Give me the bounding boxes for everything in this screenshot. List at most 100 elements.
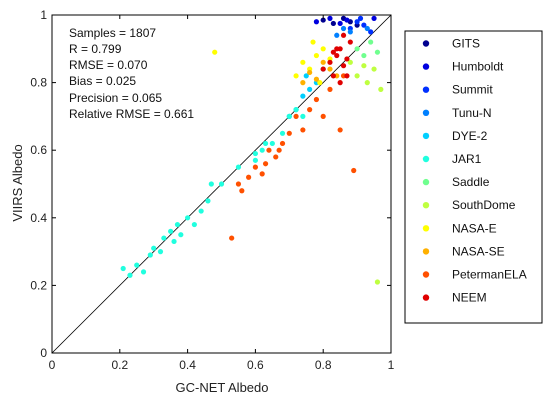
data-point	[252, 157, 258, 163]
data-point	[374, 49, 381, 55]
series-nasa-se	[300, 59, 340, 86]
x-tick-label: 0	[49, 358, 56, 372]
data-point	[320, 46, 326, 52]
data-point	[185, 215, 191, 221]
data-point	[347, 59, 353, 65]
legend-marker	[422, 63, 430, 70]
data-point	[286, 130, 292, 136]
data-point	[334, 52, 340, 59]
data-point	[293, 107, 299, 113]
data-point	[198, 208, 204, 214]
data-point	[313, 96, 320, 103]
data-point	[361, 22, 367, 28]
y-tick-label: 1	[40, 8, 47, 22]
series-southdome	[347, 59, 384, 285]
series-petermanela	[229, 73, 357, 241]
data-point	[307, 69, 313, 76]
x-tick-label: 0.6	[247, 358, 264, 372]
data-point	[334, 46, 340, 52]
legend-item-humboldt: Humboldt	[422, 60, 504, 74]
data-point	[320, 59, 326, 65]
series-saddle	[354, 39, 381, 59]
legend-item-tunu-n: Tunu-N	[422, 106, 492, 120]
legend-marker	[422, 109, 430, 117]
data-point	[327, 15, 333, 21]
data-point	[378, 86, 384, 92]
series-humboldt	[313, 15, 377, 27]
data-point	[300, 80, 306, 86]
data-point	[171, 238, 177, 245]
stat-r: R = 0.799	[69, 42, 122, 56]
legend-label: Tunu-N	[452, 106, 492, 120]
data-point	[269, 140, 275, 147]
legend-label: Humboldt	[452, 60, 504, 74]
legend-item-gits: GITS	[422, 37, 480, 51]
stat-precision: Precision = 0.065	[69, 91, 162, 105]
data-point	[178, 232, 184, 238]
y-axis-label: VIIRS Albedo	[10, 144, 25, 221]
x-tick-label: 1	[388, 358, 395, 372]
legend-marker	[422, 178, 430, 186]
data-point	[361, 63, 367, 69]
legend-label: DYE-2	[452, 129, 488, 143]
legend-label: GITS	[452, 37, 480, 51]
legend-label: NASA-E	[452, 221, 497, 235]
legend-label: JAR1	[452, 152, 482, 166]
legend-label: NASA-SE	[452, 244, 505, 258]
series-neem	[320, 32, 353, 86]
data-point	[330, 20, 336, 27]
data-point	[327, 59, 333, 65]
legend: GITS Humboldt Summit Tunu-N DYE-2 JAR1 Saddle S…	[404, 30, 543, 324]
data-point	[300, 113, 306, 119]
legend-marker	[422, 225, 430, 232]
data-point	[327, 86, 333, 92]
data-point	[374, 279, 381, 285]
legend-marker	[422, 248, 430, 255]
legend-item-petermanela: PetermanELA	[422, 268, 527, 282]
data-point	[300, 59, 306, 65]
data-point	[340, 63, 347, 69]
data-point	[293, 73, 299, 79]
legend-item-saddle: Saddle	[422, 175, 490, 189]
data-point	[340, 32, 347, 38]
data-point	[266, 147, 272, 153]
series-jar1	[120, 107, 306, 278]
data-point	[368, 39, 374, 45]
legend-item-summit: Summit	[422, 83, 493, 97]
data-point	[320, 113, 326, 119]
data-point	[344, 56, 350, 62]
x-tick-label: 0.8	[315, 358, 332, 372]
data-point	[273, 154, 279, 160]
data-point	[191, 221, 197, 228]
data-point	[340, 25, 347, 32]
legend-label: PetermanELA	[452, 268, 527, 282]
data-point	[279, 130, 286, 136]
data-point	[303, 73, 309, 79]
data-point	[235, 164, 242, 170]
data-point	[218, 181, 225, 187]
data-point	[327, 66, 333, 72]
statistics-annotation: Samples = 1807 R = 0.799 RMSE = 0.070 Bi…	[69, 26, 194, 121]
data-point	[229, 235, 235, 241]
data-point	[371, 15, 377, 21]
legend-marker	[422, 155, 430, 163]
legend-item-nasa-e: NASA-E	[422, 221, 497, 235]
data-point	[239, 188, 245, 194]
data-point	[307, 86, 313, 92]
data-point	[235, 181, 242, 187]
y-tick-label: 0	[40, 346, 47, 360]
data-point	[337, 127, 343, 133]
data-point	[276, 147, 282, 153]
data-point	[286, 113, 292, 119]
plot-area	[51, 14, 392, 354]
x-axis: 0 0.2 0.4 0.6 0.8 1	[49, 15, 395, 372]
data-point	[279, 140, 286, 147]
data-point	[161, 235, 167, 241]
data-point	[168, 228, 174, 234]
data-point	[127, 272, 133, 278]
x-tick-label: 0.2	[111, 358, 128, 372]
series-tunu-n	[334, 25, 370, 38]
data-point	[147, 252, 153, 258]
legend-item-neem: NEEM	[422, 291, 487, 305]
